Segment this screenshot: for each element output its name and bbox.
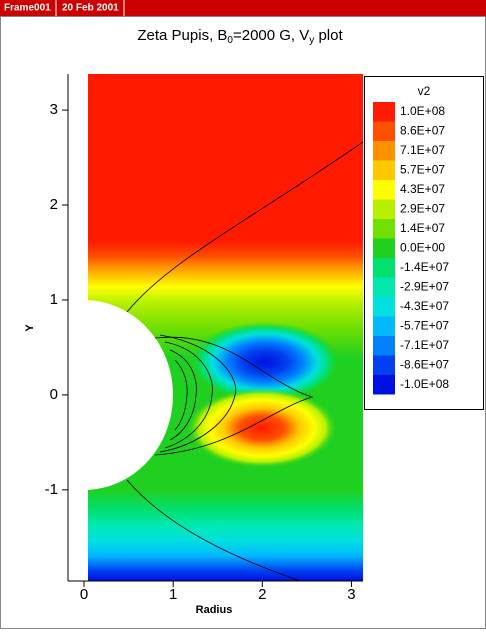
title-subscript: 0 [227,35,233,46]
legend-label: -2.9E+07 [400,280,449,294]
star-disk [88,300,173,490]
x-tick-label: 2 [258,586,266,603]
legend-label: 1.4E+07 [400,221,445,235]
legend-label: 1.0E+08 [400,104,445,118]
legend-swatch [373,180,395,200]
title-text: Zeta Pupis, B [137,27,227,44]
legend-swatch [373,297,395,317]
y-tick-label: 3 [50,101,58,118]
legend-swatch [373,336,395,356]
x-tick-label: 3 [347,586,355,603]
legend-label: 8.6E+07 [400,124,445,138]
date-label: 20 Feb 2001 [62,3,119,14]
legend-swatch [373,141,395,161]
title-subscript: y [309,35,314,46]
legend-swatch [373,121,395,141]
chart-title: Zeta Pupis, B0=2000 G, Vy plot [137,27,343,46]
x-tick-label: 0 [80,586,88,603]
legend-swatch [373,316,395,336]
y-axis-label: Y [24,324,36,332]
header-bar [0,0,486,16]
legend-swatch [373,219,395,239]
legend-swatch [373,160,395,180]
legend-label: -8.6E+07 [400,358,449,372]
legend-swatch [373,355,395,375]
legend-label: 0.0E+00 [400,241,445,255]
legend-label: -7.1E+07 [400,338,449,352]
legend-swatch [373,277,395,297]
legend-label: 5.7E+07 [400,163,445,177]
x-tick-label: 1 [169,586,177,603]
y-tick-label: -1 [45,481,58,498]
legend-swatch [373,199,395,219]
y-tick-label: 0 [50,386,58,403]
low-region [190,322,340,402]
frame-label: Frame001 [4,3,51,14]
high-region [187,388,337,468]
y-tick-label: 2 [50,196,58,213]
y-tick-label: 1 [50,291,58,308]
legend-label: 4.3E+07 [400,182,445,196]
x-axis-label: Radius [196,604,233,616]
legend-swatch [373,238,395,258]
legend-swatch [373,375,395,395]
legend-swatch [373,258,395,278]
legend-title: v2 [418,84,431,98]
title-text: =2000 G, V [233,27,309,44]
legend-label: -1.0E+08 [400,377,449,391]
title-text: plot [314,27,343,44]
contour-field [88,74,363,581]
legend-label: 2.9E+07 [400,202,445,216]
streamlines [126,141,363,581]
legend-label: -1.4E+07 [400,260,449,274]
legend-label: 7.1E+07 [400,143,445,157]
legend-label: -5.7E+07 [400,319,449,333]
legend-swatch [373,102,395,122]
legend-label: -4.3E+07 [400,299,449,313]
